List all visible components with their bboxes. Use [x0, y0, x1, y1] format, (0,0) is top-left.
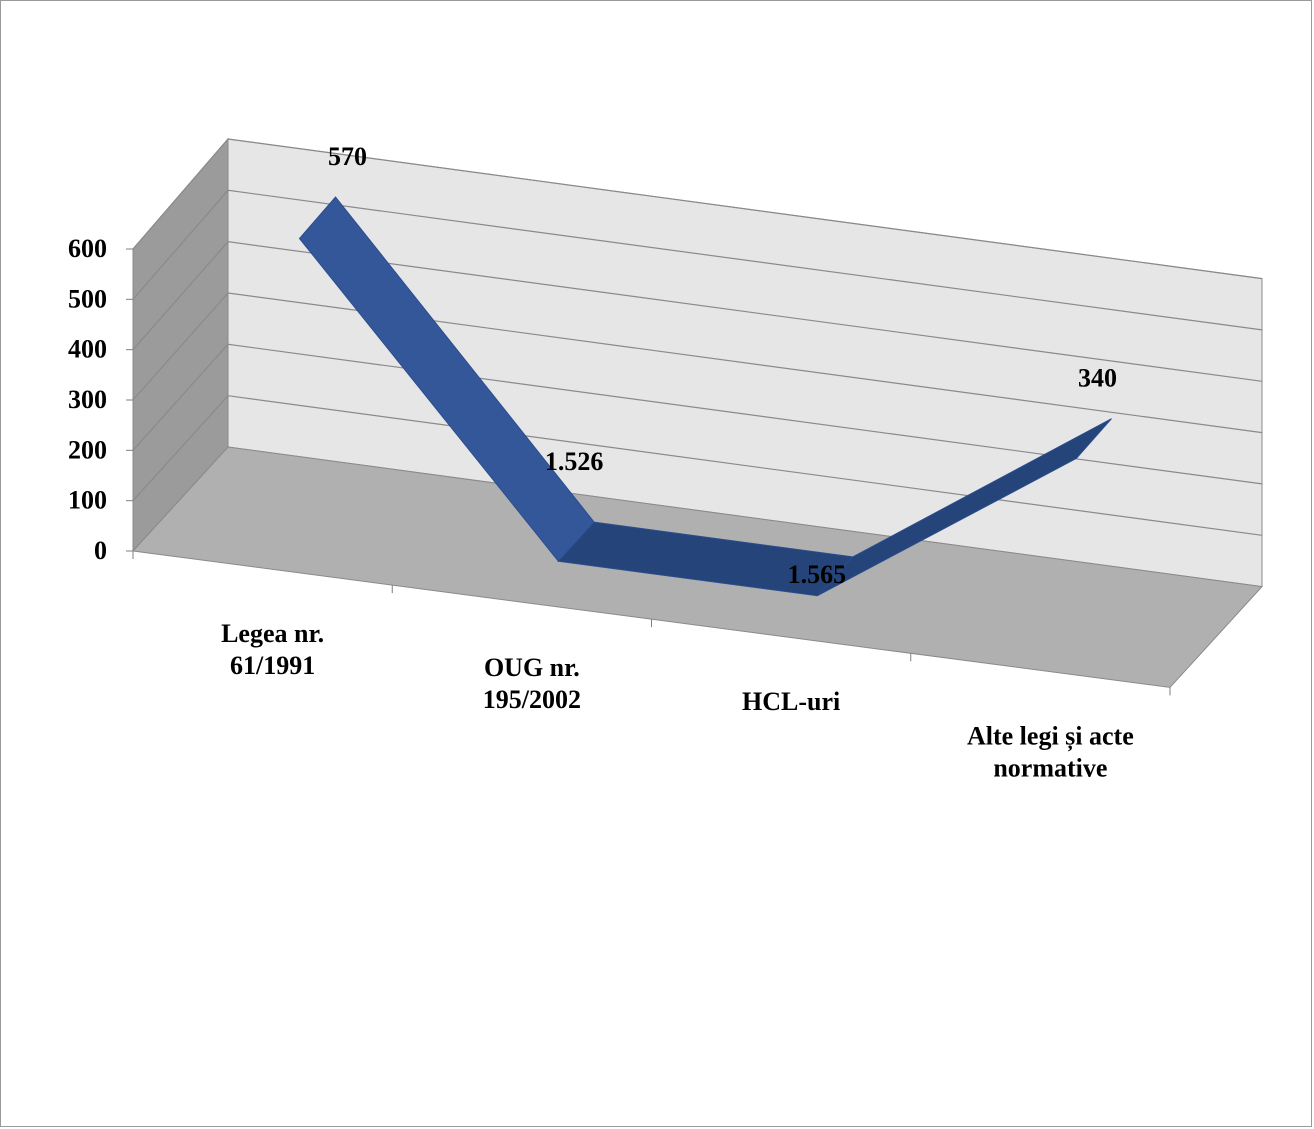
x-category-label: Legea nr.	[221, 619, 324, 648]
series-segment-3	[817, 418, 1112, 597]
y-tick-label: 300	[68, 385, 107, 414]
gridline-400	[132, 241, 1263, 382]
gridline-600	[132, 138, 1263, 280]
data-label: 340	[1078, 364, 1117, 393]
x-axis-labels: Legea nr. 61/1991 OUG nr. 195/2002 HCL-uri Al…	[221, 619, 1134, 782]
gridline-500	[132, 189, 1263, 331]
y-tick-label: 200	[68, 435, 107, 464]
x-category-label: HCL-uri	[742, 687, 840, 716]
y-tick-label: 400	[68, 335, 107, 364]
x-category-label: normative	[993, 753, 1107, 782]
data-label: 570	[328, 142, 367, 171]
data-labels: 570 1.526 1.565 340	[328, 142, 1117, 589]
axes	[126, 248, 1171, 696]
gridline-300	[132, 292, 1263, 434]
y-axis-ticks: 0 100 200 300 400 500 600	[68, 234, 107, 565]
y-tick-label: 500	[68, 284, 107, 313]
gridlines	[132, 138, 1263, 536]
series-ribbon	[298, 196, 1112, 597]
x-category-label: 61/1991	[230, 651, 315, 680]
gridline-100	[132, 395, 1263, 536]
data-label: 1.565	[788, 560, 847, 589]
chart-walls	[131, 137, 1264, 688]
y-tick-label: 100	[68, 486, 107, 515]
gridline-200	[132, 343, 1263, 485]
x-category-label: 195/2002	[483, 685, 581, 714]
data-label: 1.526	[545, 447, 604, 476]
x-category-label: OUG nr.	[484, 653, 580, 682]
x-category-label: Alte legi și acte	[967, 721, 1134, 751]
y-tick-label: 0	[94, 536, 107, 565]
y-tick-label: 600	[68, 234, 107, 263]
